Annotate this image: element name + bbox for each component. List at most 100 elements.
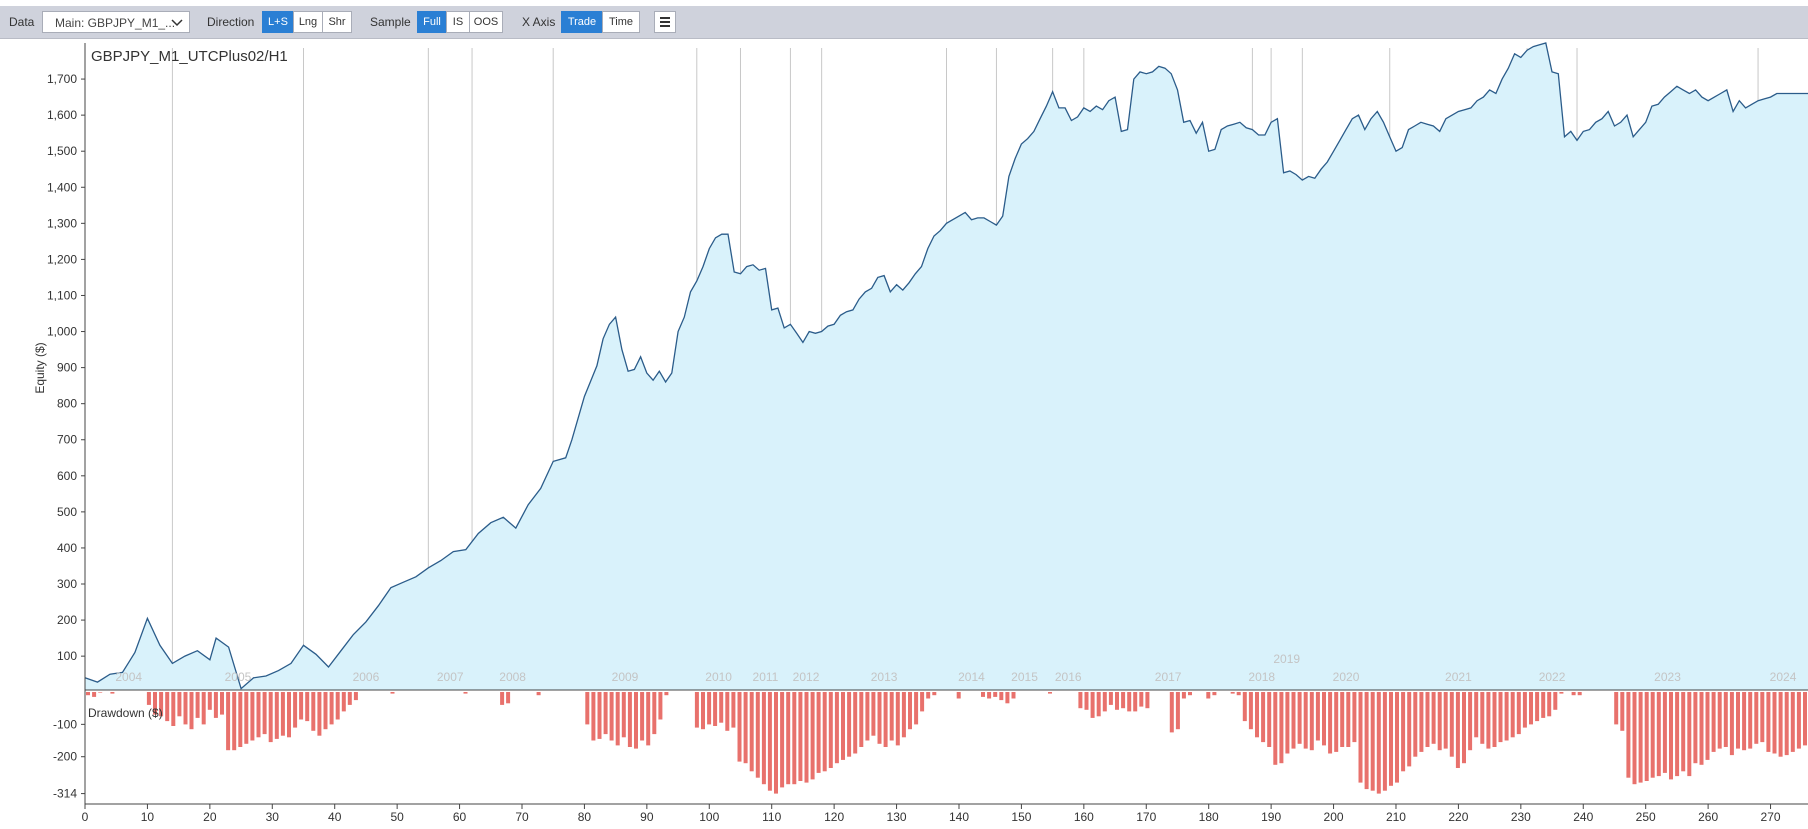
y-tick-label: 500 — [57, 505, 77, 519]
drawdown-bar — [761, 692, 766, 785]
drawdown-bar — [597, 692, 602, 739]
drawdown-bar — [293, 692, 298, 728]
y-tick-label: 1,700 — [47, 72, 77, 86]
drawdown-bar — [98, 692, 103, 693]
drawdown-bar — [1516, 692, 1521, 735]
drawdown-label: Drawdown ($) — [88, 706, 163, 720]
x-tick-label: 200 — [1324, 810, 1344, 824]
drawdown-bar — [1669, 692, 1673, 780]
y-axis-label: Equity ($) — [33, 342, 47, 393]
drawdown-bar — [238, 692, 243, 747]
drawdown-bar — [1492, 692, 1497, 747]
drawdown-bar — [1620, 692, 1625, 731]
drawdown-bar — [1772, 692, 1777, 754]
xaxis-button-time[interactable]: Time — [602, 11, 640, 33]
year-label: 2023 — [1654, 670, 1681, 684]
drawdown-bar — [1437, 692, 1442, 751]
data-label: Data — [9, 15, 35, 29]
drawdown-bar — [1675, 692, 1680, 777]
drawdown-bar — [883, 692, 888, 747]
drawdown-bar — [207, 692, 212, 710]
direction-group: L+S Lng Shr — [262, 11, 352, 33]
x-tick-label: 220 — [1448, 810, 1468, 824]
drawdown-bar — [1169, 692, 1174, 733]
sample-button-is[interactable]: IS — [446, 11, 470, 33]
year-label: 2019 — [1273, 652, 1300, 666]
y-tick-label: 400 — [57, 541, 77, 555]
x-tick-label: 190 — [1261, 810, 1281, 824]
drawdown-bar — [86, 692, 90, 696]
drawdown-bar — [1449, 692, 1454, 757]
drawdown-bar — [640, 692, 645, 741]
drawdown-bar — [1662, 692, 1667, 773]
drawdown-bar — [1638, 692, 1643, 783]
drawdown-bar — [1736, 692, 1740, 749]
drawdown-bar — [1431, 692, 1436, 744]
drawdown-y-axis: -100 -200 -314 — [53, 717, 85, 801]
drawdown-bar — [177, 692, 182, 717]
drawdown-bar — [1577, 692, 1582, 696]
equity-chart: 2004 2005 2006 2007 2008 2009 2010 2011 2012 2013… — [33, 42, 1808, 824]
drawdown-bar — [1242, 692, 1247, 722]
toolbar: Data Main: GBPJPY_M1_... Direction L+S L… — [0, 6, 1808, 39]
drawdown-bar — [1291, 692, 1296, 749]
drawdown-bar — [1711, 692, 1716, 752]
drawdown-bar — [1279, 692, 1284, 764]
x-axis-ticks: 0 10 20 30 40 50 60 70 80 90 100 110 120 130 140 150 160… — [82, 804, 1781, 824]
drawdown-bar — [1498, 692, 1503, 743]
direction-button-short[interactable]: Shr — [322, 11, 352, 33]
drawdown-bar — [1352, 692, 1357, 743]
drawdown-bar — [901, 692, 906, 738]
y-tick-label: 900 — [57, 361, 77, 375]
year-labels: 2004 2005 2006 2007 2008 2009 2010 2011 2012 2013… — [115, 652, 1796, 684]
y-tick-label: 1,600 — [47, 108, 77, 122]
drawdown-bar — [305, 692, 310, 722]
drawdown-bar — [1425, 692, 1430, 747]
drawdown-bar — [1541, 692, 1546, 718]
drawdown-bar — [226, 692, 231, 751]
drawdown-bar — [1687, 692, 1692, 777]
drawdown-bar — [694, 692, 699, 728]
data-select[interactable]: Main: GBPJPY_M1_... — [42, 11, 190, 33]
xaxis-label: X Axis — [522, 15, 556, 29]
drawdown-bar — [1084, 692, 1089, 710]
drawdown-bar — [1011, 692, 1016, 699]
x-tick-label: 270 — [1761, 810, 1781, 824]
drawdown-bar — [317, 692, 322, 736]
drawdown-bar — [908, 692, 912, 730]
x-tick-label: 10 — [141, 810, 155, 824]
sample-button-oos[interactable]: OOS — [469, 11, 503, 33]
drawdown-bar — [914, 692, 919, 725]
drawdown-bar — [1790, 692, 1795, 752]
direction-button-ls[interactable]: L+S — [262, 11, 294, 33]
drawdown-bar — [1346, 692, 1351, 747]
drawdown-bar — [1206, 692, 1211, 699]
drawdown-bar — [1778, 692, 1783, 757]
y-tick-label: 1,100 — [47, 288, 77, 302]
drawdown-bar — [1644, 692, 1649, 781]
drawdown-bar — [1766, 692, 1771, 752]
year-label: 2022 — [1539, 670, 1566, 684]
drawdown-bar — [1188, 692, 1192, 696]
year-label: 2012 — [793, 670, 820, 684]
drawdown-bar — [323, 692, 328, 730]
direction-button-long[interactable]: Lng — [293, 11, 323, 33]
drawdown-bar — [335, 692, 340, 720]
sample-button-full[interactable]: Full — [417, 11, 447, 33]
x-tick-label: 170 — [1136, 810, 1156, 824]
drawdown-bar — [1175, 692, 1180, 730]
drawdown-bar — [804, 692, 809, 783]
drawdown-bar — [329, 692, 334, 725]
drawdown-bar — [786, 692, 791, 785]
y-tick-label: 100 — [57, 649, 77, 663]
drawdown-bar — [603, 692, 608, 735]
drawdown-bar — [1248, 692, 1253, 730]
menu-button[interactable] — [654, 11, 676, 33]
drawdown-bar — [652, 692, 657, 735]
xaxis-button-trade[interactable]: Trade — [561, 11, 603, 33]
year-label: 2007 — [437, 670, 464, 684]
x-tick-label: 0 — [82, 810, 89, 824]
drawdown-bar — [1364, 692, 1369, 790]
drawdown-bar — [847, 692, 852, 757]
drawdown-bar — [1315, 692, 1320, 741]
